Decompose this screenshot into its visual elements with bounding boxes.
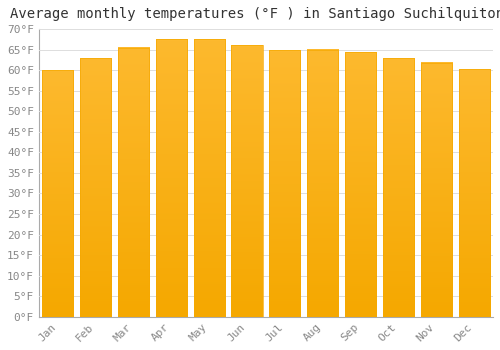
- Bar: [458, 69, 490, 317]
- Bar: [156, 39, 187, 317]
- Bar: [42, 70, 74, 317]
- Bar: [421, 63, 452, 317]
- Bar: [194, 39, 224, 317]
- Bar: [118, 48, 149, 317]
- Bar: [383, 58, 414, 317]
- Bar: [307, 50, 338, 317]
- Bar: [232, 46, 262, 317]
- Title: Average monthly temperatures (°F ) in Santiago Suchilquitongo: Average monthly temperatures (°F ) in Sa…: [10, 7, 500, 21]
- Bar: [345, 52, 376, 317]
- Bar: [270, 50, 300, 317]
- Bar: [80, 58, 111, 317]
